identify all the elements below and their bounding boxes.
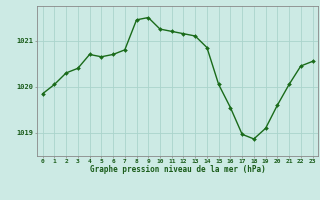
X-axis label: Graphe pression niveau de la mer (hPa): Graphe pression niveau de la mer (hPa) xyxy=(90,165,266,174)
